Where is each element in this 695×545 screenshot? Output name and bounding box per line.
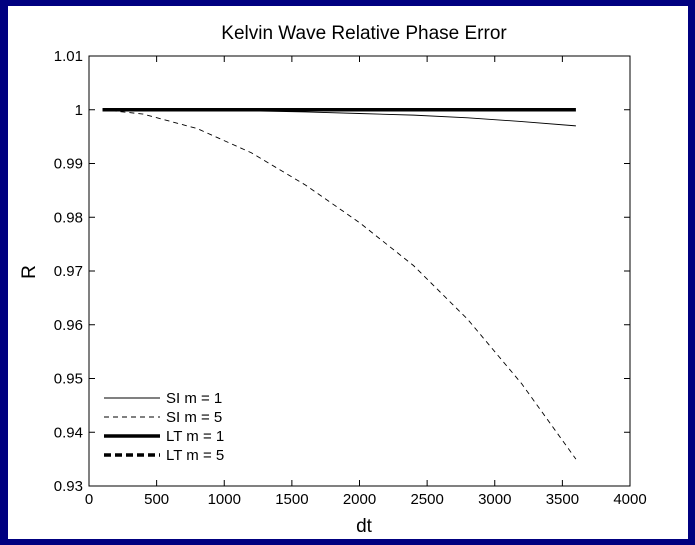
y-tick-label: 0.96: [54, 317, 83, 334]
y-tick-label: 0.95: [54, 371, 83, 388]
chart-svg: Kelvin Wave Relative Phase Error 0 500 100…: [19, 23, 647, 537]
x-tick-label: 2000: [343, 491, 376, 508]
legend-entry-label: SI m = 5: [166, 409, 222, 426]
x-axis-ticks: 0 500 1000 1500 2000 2500 3000 3500 4000: [85, 56, 647, 508]
series-line-1: [102, 109, 577, 460]
x-tick-label: 1500: [275, 491, 308, 508]
y-tick-label: 1: [75, 102, 83, 119]
y-tick-label: 0.97: [54, 263, 83, 280]
x-tick-label: 4000: [613, 491, 646, 508]
y-tick-label: 0.98: [54, 209, 83, 226]
figure-panel: Kelvin Wave Relative Phase Error 0 500 100…: [8, 6, 688, 539]
legend: SI m = 1 SI m = 5 LT m = 1 LT m = 5: [104, 390, 224, 464]
chart-title: Kelvin Wave Relative Phase Error: [221, 23, 507, 44]
x-tick-label: 500: [144, 491, 169, 508]
x-tick-label: 2500: [410, 491, 443, 508]
legend-entry-label: SI m = 1: [166, 390, 222, 407]
series-line-0: [102, 109, 576, 127]
y-tick-label: 0.99: [54, 156, 83, 173]
series-lines: [102, 108, 577, 460]
x-axis-label: dt: [356, 516, 373, 537]
x-tick-label: 1000: [208, 491, 241, 508]
x-tick-label: 3500: [546, 491, 579, 508]
y-axis-ticks: 0.93 0.94 0.95 0.96 0.97 0.98 0.99 1 1.01: [54, 48, 630, 495]
legend-entry-label: LT m = 1: [166, 428, 224, 445]
legend-entry-label: LT m = 5: [166, 447, 224, 464]
y-tick-label: 0.94: [54, 424, 83, 441]
y-tick-label: 0.93: [54, 478, 83, 495]
y-axis-label: R: [19, 265, 40, 279]
x-tick-label: 3000: [478, 491, 511, 508]
y-tick-label: 1.01: [54, 48, 83, 65]
x-tick-label: 0: [85, 491, 93, 508]
